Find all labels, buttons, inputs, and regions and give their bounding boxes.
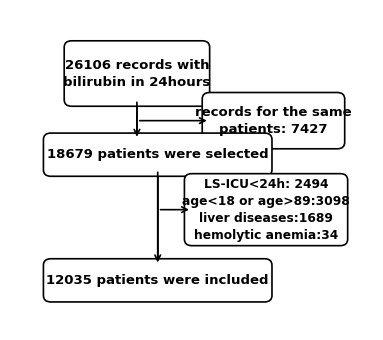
FancyBboxPatch shape	[43, 133, 272, 176]
FancyBboxPatch shape	[202, 92, 345, 149]
Text: 26106 records with
bilirubin in 24hours: 26106 records with bilirubin in 24hours	[63, 58, 211, 88]
Text: LS-ICU<24h: 2494
age<18 or age>89:3098
liver diseases:1689
hemolytic anemia:34: LS-ICU<24h: 2494 age<18 or age>89:3098 l…	[182, 178, 350, 242]
FancyBboxPatch shape	[43, 259, 272, 302]
Text: 18679 patients were selected: 18679 patients were selected	[47, 148, 268, 161]
Text: 12035 patients were included: 12035 patients were included	[46, 274, 269, 287]
Text: records for the same
patients: 7427: records for the same patients: 7427	[195, 106, 352, 136]
FancyBboxPatch shape	[64, 41, 210, 106]
FancyBboxPatch shape	[184, 174, 348, 246]
